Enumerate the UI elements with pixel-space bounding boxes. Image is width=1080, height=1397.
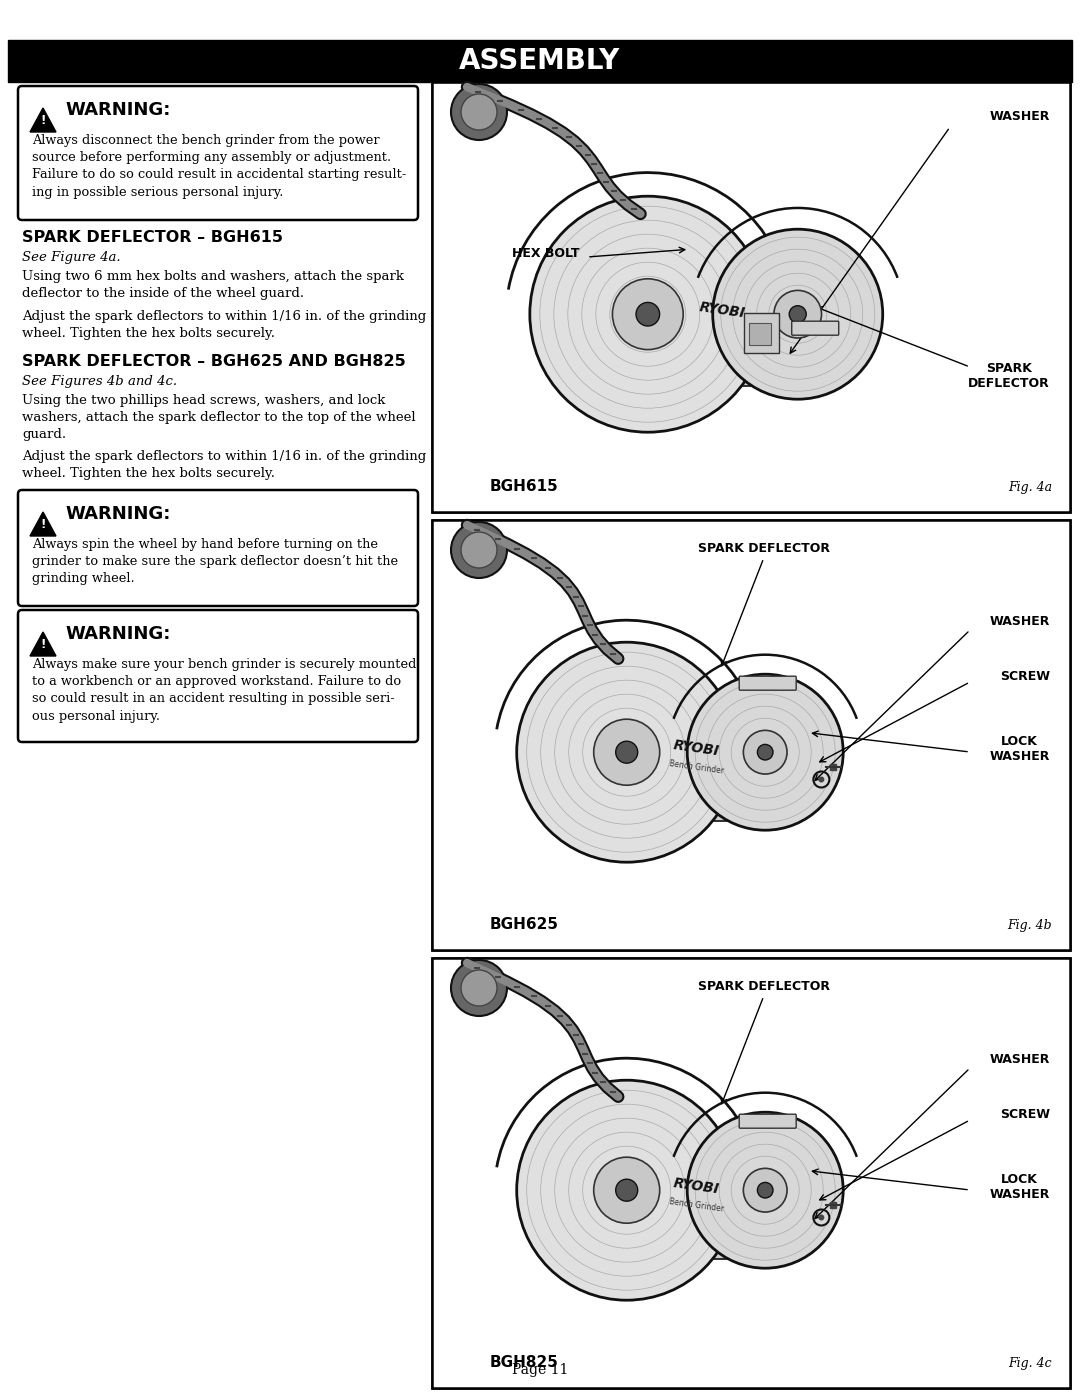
Circle shape	[819, 777, 824, 782]
Text: Always make sure your bench grinder is securely mounted
to a workbench or an app: Always make sure your bench grinder is s…	[32, 658, 417, 722]
Circle shape	[616, 742, 637, 763]
Bar	[748, 324, 771, 345]
FancyBboxPatch shape	[18, 610, 418, 742]
Text: WARNING:: WARNING:	[65, 101, 171, 119]
FancyBboxPatch shape	[739, 676, 796, 690]
FancyBboxPatch shape	[792, 321, 839, 335]
FancyBboxPatch shape	[18, 87, 418, 219]
Text: Bench Grinder: Bench Grinder	[669, 1197, 725, 1214]
Text: BGH825: BGH825	[490, 1355, 558, 1370]
Circle shape	[757, 1182, 773, 1199]
Bar	[8, 41, 1072, 82]
Text: !: !	[40, 115, 45, 127]
Circle shape	[612, 279, 684, 349]
Text: HEX BOLT: HEX BOLT	[512, 247, 580, 260]
Bar	[664, 1231, 756, 1260]
Bar	[744, 313, 779, 353]
FancyBboxPatch shape	[647, 705, 774, 799]
Text: Always disconnect the bench grinder from the power
source before performing any : Always disconnect the bench grinder from…	[32, 134, 406, 198]
Polygon shape	[30, 108, 56, 131]
Text: See Figure 4a.: See Figure 4a.	[22, 251, 121, 264]
Circle shape	[743, 1168, 787, 1213]
Text: WARNING:: WARNING:	[65, 504, 171, 522]
Text: See Figures 4b and 4c.: See Figures 4b and 4c.	[22, 374, 177, 388]
Text: !: !	[40, 518, 45, 531]
Circle shape	[819, 1214, 824, 1221]
Bar	[432, 82, 1070, 511]
FancyBboxPatch shape	[670, 264, 806, 365]
Text: Using two 6 mm hex bolts and washers, attach the spark
deflector to the inside o: Using two 6 mm hex bolts and washers, at…	[22, 270, 404, 300]
FancyBboxPatch shape	[18, 490, 418, 606]
Circle shape	[461, 532, 497, 569]
Text: LOCK
WASHER: LOCK WASHER	[989, 1173, 1050, 1201]
Polygon shape	[30, 511, 56, 536]
Text: SPARK DEFLECTOR – BGH615: SPARK DEFLECTOR – BGH615	[22, 231, 283, 244]
Polygon shape	[30, 631, 56, 657]
Circle shape	[594, 1157, 660, 1224]
Text: Adjust the spark deflectors to within 1/16 in. of the grinding
wheel. Tighten th: Adjust the spark deflectors to within 1/…	[22, 450, 427, 481]
Circle shape	[461, 970, 497, 1006]
Circle shape	[757, 745, 773, 760]
Circle shape	[451, 960, 507, 1016]
Circle shape	[616, 1179, 637, 1201]
Text: !: !	[40, 638, 45, 651]
Text: BGH625: BGH625	[490, 916, 559, 932]
Circle shape	[713, 229, 882, 400]
Circle shape	[451, 84, 507, 140]
Bar	[432, 520, 1070, 950]
FancyBboxPatch shape	[739, 1115, 796, 1129]
Text: WASHER: WASHER	[989, 1053, 1050, 1066]
Text: Using the two phillips head screws, washers, and lock
washers, attach the spark : Using the two phillips head screws, wash…	[22, 394, 416, 441]
Circle shape	[636, 302, 660, 326]
Text: SPARK
DEFLECTOR: SPARK DEFLECTOR	[969, 362, 1050, 390]
Text: SCREW: SCREW	[1000, 1108, 1050, 1120]
Text: Fig. 4a: Fig. 4a	[1008, 481, 1052, 495]
Text: RYOBI: RYOBI	[673, 738, 720, 759]
Bar	[688, 359, 787, 387]
Text: BGH615: BGH615	[490, 479, 558, 495]
Text: SPARK DEFLECTOR – BGH625 AND BGH825: SPARK DEFLECTOR – BGH625 AND BGH825	[22, 353, 406, 369]
Circle shape	[743, 731, 787, 774]
Text: RYOBI: RYOBI	[699, 299, 746, 320]
Circle shape	[461, 94, 497, 130]
Text: Always spin the wheel by hand before turning on the
grinder to make sure the spa: Always spin the wheel by hand before tur…	[32, 538, 399, 585]
Bar	[432, 82, 1070, 511]
Circle shape	[516, 643, 737, 862]
Text: RYOBI: RYOBI	[673, 1176, 720, 1196]
Bar	[432, 958, 1070, 1389]
Bar	[664, 793, 756, 821]
FancyBboxPatch shape	[647, 1143, 774, 1238]
Circle shape	[530, 196, 766, 432]
Circle shape	[687, 675, 843, 830]
Text: Adjust the spark deflectors to within 1/16 in. of the grinding
wheel. Tighten th: Adjust the spark deflectors to within 1/…	[22, 310, 427, 341]
Text: WASHER: WASHER	[989, 110, 1050, 123]
Text: SPARK DEFLECTOR: SPARK DEFLECTOR	[698, 542, 829, 555]
Text: SCREW: SCREW	[1000, 671, 1050, 683]
Circle shape	[789, 306, 806, 323]
Circle shape	[516, 1080, 737, 1301]
Text: Bench Grinder: Bench Grinder	[669, 759, 725, 775]
Text: WASHER: WASHER	[989, 615, 1050, 629]
Circle shape	[451, 522, 507, 578]
Circle shape	[594, 719, 660, 785]
Text: SPARK DEFLECTOR: SPARK DEFLECTOR	[698, 981, 829, 993]
Bar	[432, 958, 1070, 1389]
Bar	[432, 520, 1070, 950]
Text: Page 11: Page 11	[512, 1363, 568, 1377]
Text: Fig. 4c: Fig. 4c	[1009, 1356, 1052, 1370]
Text: Fig. 4b: Fig. 4b	[1008, 919, 1052, 932]
Circle shape	[687, 1112, 843, 1268]
Circle shape	[774, 291, 822, 338]
Text: ASSEMBLY: ASSEMBLY	[459, 47, 621, 75]
Text: WARNING:: WARNING:	[65, 624, 171, 643]
Text: LOCK
WASHER: LOCK WASHER	[989, 735, 1050, 763]
